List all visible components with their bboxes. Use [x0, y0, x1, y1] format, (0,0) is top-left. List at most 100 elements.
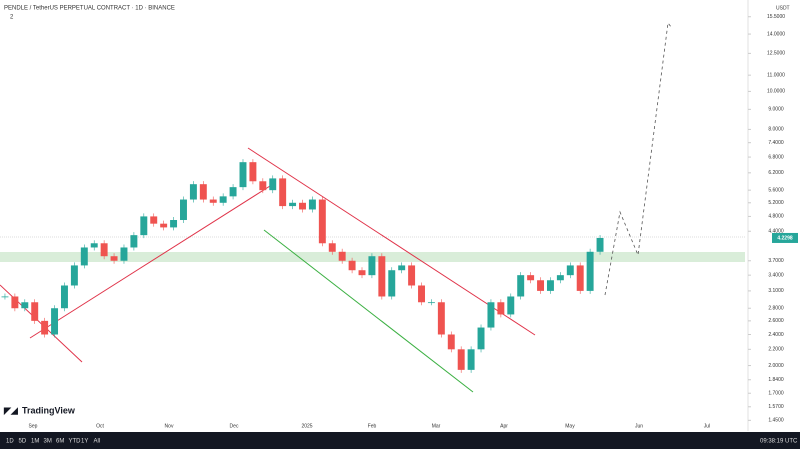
- y-tick-label: 4.8000: [768, 214, 784, 220]
- candle-body: [308, 199, 316, 210]
- y-tick-label: 11.0000: [767, 72, 785, 78]
- candle-body: [170, 220, 178, 228]
- candle-body: [70, 265, 78, 286]
- y-tick-label: 10.0000: [767, 89, 785, 95]
- x-tick-label: May: [565, 423, 575, 429]
- currency[interactable]: USDT: [776, 5, 790, 11]
- candle-body: [289, 202, 297, 207]
- brand: TradingView: [22, 405, 76, 415]
- candle-body: [219, 196, 227, 203]
- candle-body: [576, 265, 584, 291]
- y-tick-label: 14.0000: [767, 31, 785, 37]
- candle-body: [100, 243, 108, 257]
- current-price-label: 4.2298: [777, 235, 793, 241]
- candle-body: [546, 280, 554, 291]
- candle-body: [199, 184, 207, 200]
- candle-body: [457, 349, 465, 370]
- trend-line: [247, 147, 536, 336]
- candle-body: [477, 327, 485, 350]
- range-button[interactable]: 5D: [19, 439, 27, 445]
- toolbar: [0, 432, 800, 449]
- candle-body: [437, 302, 445, 335]
- current-price-box: [772, 232, 798, 243]
- candle-body: [120, 247, 128, 261]
- range-button[interactable]: All: [94, 439, 101, 445]
- x-tick-label: 2025: [301, 423, 312, 429]
- candle-body: [338, 251, 346, 261]
- candle-body: [596, 237, 604, 252]
- candle-body: [318, 199, 326, 244]
- y-tick-label: 5.6000: [768, 187, 784, 193]
- candle-body: [239, 162, 247, 188]
- y-tick-label: 7.4000: [768, 140, 784, 146]
- y-tick-label: 1.8400: [768, 377, 784, 383]
- y-tick-label: 1.5700: [768, 404, 784, 410]
- range-button[interactable]: 1Y: [81, 439, 88, 445]
- candle-body: [487, 302, 495, 328]
- candle-body: [556, 275, 564, 281]
- range-button[interactable]: 6M: [56, 439, 64, 445]
- brand-logo: ◤◢: [3, 405, 19, 415]
- candle-body: [150, 216, 158, 224]
- y-tick-label: 15.5000: [767, 14, 785, 20]
- candle-body: [527, 275, 535, 281]
- trend-line: [263, 229, 474, 393]
- candle-body: [180, 199, 187, 221]
- x-tick-label: Sep: [29, 423, 38, 429]
- range-button[interactable]: YTD: [69, 439, 82, 445]
- candle-body: [21, 302, 29, 309]
- indicator-count[interactable]: 2: [10, 15, 14, 21]
- y-tick-label: 2.2000: [768, 347, 784, 353]
- y-tick-label: 8.0000: [768, 127, 784, 133]
- candle-body: [408, 265, 416, 286]
- x-tick-label: Mar: [432, 423, 441, 429]
- x-tick-label: Apr: [500, 423, 508, 429]
- candle-body: [80, 247, 88, 266]
- candle-body: [60, 285, 68, 309]
- candle-body: [299, 202, 306, 210]
- x-tick-label: Nov: [165, 423, 174, 429]
- candle-body: [209, 199, 217, 203]
- y-tick-label: 4.4000: [768, 229, 784, 235]
- range-button[interactable]: 1M: [31, 439, 39, 445]
- y-tick-label: 2.8000: [768, 306, 784, 312]
- candle-body: [418, 285, 425, 303]
- candle-body: [1, 296, 9, 298]
- candle-body: [586, 251, 594, 291]
- candle-body: [31, 302, 39, 321]
- y-tick-label: 3.1000: [768, 288, 784, 294]
- candle-body: [358, 270, 366, 276]
- chart-title: PENDLE / TetherUS PERPETUAL CONTRACT · 1…: [4, 6, 175, 12]
- y-tick-label: 1.7000: [768, 391, 784, 397]
- candle-body: [517, 275, 525, 297]
- candle-body: [279, 178, 287, 207]
- candle-body: [388, 270, 396, 297]
- candle-body: [427, 302, 435, 304]
- candle-body: [41, 320, 49, 335]
- clock: 09:38:19 UTC: [760, 439, 798, 445]
- candle-body: [537, 280, 545, 291]
- candle-body: [140, 216, 148, 236]
- candle-body: [378, 256, 386, 297]
- range-button[interactable]: 3M: [44, 439, 52, 445]
- y-tick-label: 2.4000: [768, 332, 784, 338]
- candle-body: [160, 223, 168, 228]
- candle-body: [189, 184, 197, 200]
- trend-line: [29, 185, 271, 339]
- candle-body: [497, 302, 505, 315]
- x-tick-label: Jun: [635, 423, 643, 429]
- candle-body: [130, 235, 138, 248]
- candle-body: [348, 260, 356, 271]
- x-tick-label: Jul: [704, 423, 710, 429]
- candle-body: [566, 265, 574, 276]
- candle-body: [249, 162, 257, 182]
- y-tick-label: 12.5000: [767, 51, 785, 57]
- y-tick-label: 2.0000: [768, 363, 784, 369]
- y-tick-label: 3.7000: [768, 258, 784, 264]
- candle-body: [229, 187, 237, 197]
- candle-body: [447, 334, 455, 350]
- range-button[interactable]: 1D: [6, 439, 14, 445]
- candle-body: [259, 181, 267, 191]
- candle-body: [328, 243, 336, 252]
